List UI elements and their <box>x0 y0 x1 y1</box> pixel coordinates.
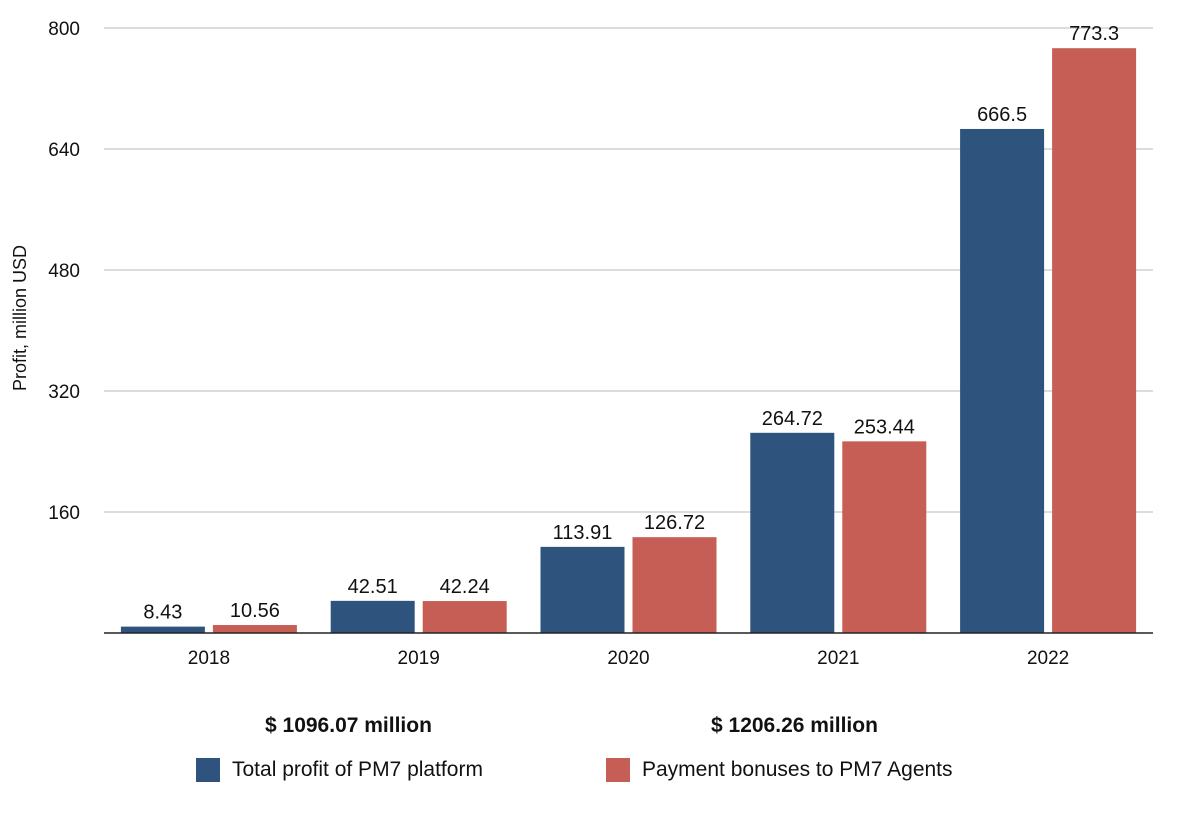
bar-total-profit-2022 <box>960 128 1045 633</box>
y-tick-label: 800 <box>48 19 80 40</box>
data-labels: 8.43 10.56 42.51 42.24 113.91 126.72 264.72 253… <box>143 23 1119 623</box>
data-label: 253.44 <box>854 416 915 438</box>
bar-total-profit-2021 <box>750 432 835 633</box>
data-label: 773.3 <box>1069 23 1119 45</box>
y-tick-label: 160 <box>48 503 80 524</box>
y-axis-title: Profit, million USD <box>10 245 30 391</box>
legend-label-payment-bonuses: Payment bonuses to PM7 Agents <box>642 758 953 781</box>
bar-payment-bonuses-2021 <box>842 441 927 633</box>
legend-label-total-profit: Total profit of PM7 platform <box>232 758 483 781</box>
data-label: 42.24 <box>440 576 490 598</box>
y-tick-label: 480 <box>48 261 80 282</box>
bar-payment-bonuses-2020 <box>632 537 717 633</box>
x-tick-label: 2020 <box>607 648 649 669</box>
bars <box>120 48 1137 633</box>
y-tick-label: 320 <box>48 382 80 403</box>
data-label: 264.72 <box>762 408 823 430</box>
data-label: 126.72 <box>644 512 705 534</box>
total-profit-sum: $ 1096.07 million <box>265 714 432 737</box>
total-bonuses-sum: $ 1206.26 million <box>711 714 878 737</box>
data-label: 42.51 <box>348 576 398 598</box>
legend-item-payment-bonuses: Payment bonuses to PM7 Agents <box>606 758 953 782</box>
tick-labels: 160 320 480 640 800 2018 2019 2020 2021 2022 <box>48 19 1069 669</box>
x-tick-label: 2018 <box>188 648 230 669</box>
bar-payment-bonuses-2019 <box>422 601 507 633</box>
legend-item-total-profit: Total profit of PM7 platform <box>196 758 483 782</box>
bar-total-profit-2019 <box>330 600 415 633</box>
data-label: 10.56 <box>230 600 280 622</box>
legend-swatch-total-profit <box>196 758 220 782</box>
x-tick-label: 2019 <box>398 648 440 669</box>
data-label: 666.5 <box>977 104 1027 126</box>
x-tick-label: 2022 <box>1027 648 1069 669</box>
data-label: 8.43 <box>143 602 182 624</box>
bar-payment-bonuses-2022 <box>1052 48 1137 633</box>
bar-total-profit-2018 <box>120 626 205 633</box>
y-tick-label: 640 <box>48 140 80 161</box>
data-label: 113.91 <box>553 522 613 544</box>
x-tick-label: 2021 <box>817 648 859 669</box>
bar-total-profit-2020 <box>540 546 625 633</box>
bar-payment-bonuses-2018 <box>212 625 297 633</box>
legend-swatch-payment-bonuses <box>606 758 630 782</box>
